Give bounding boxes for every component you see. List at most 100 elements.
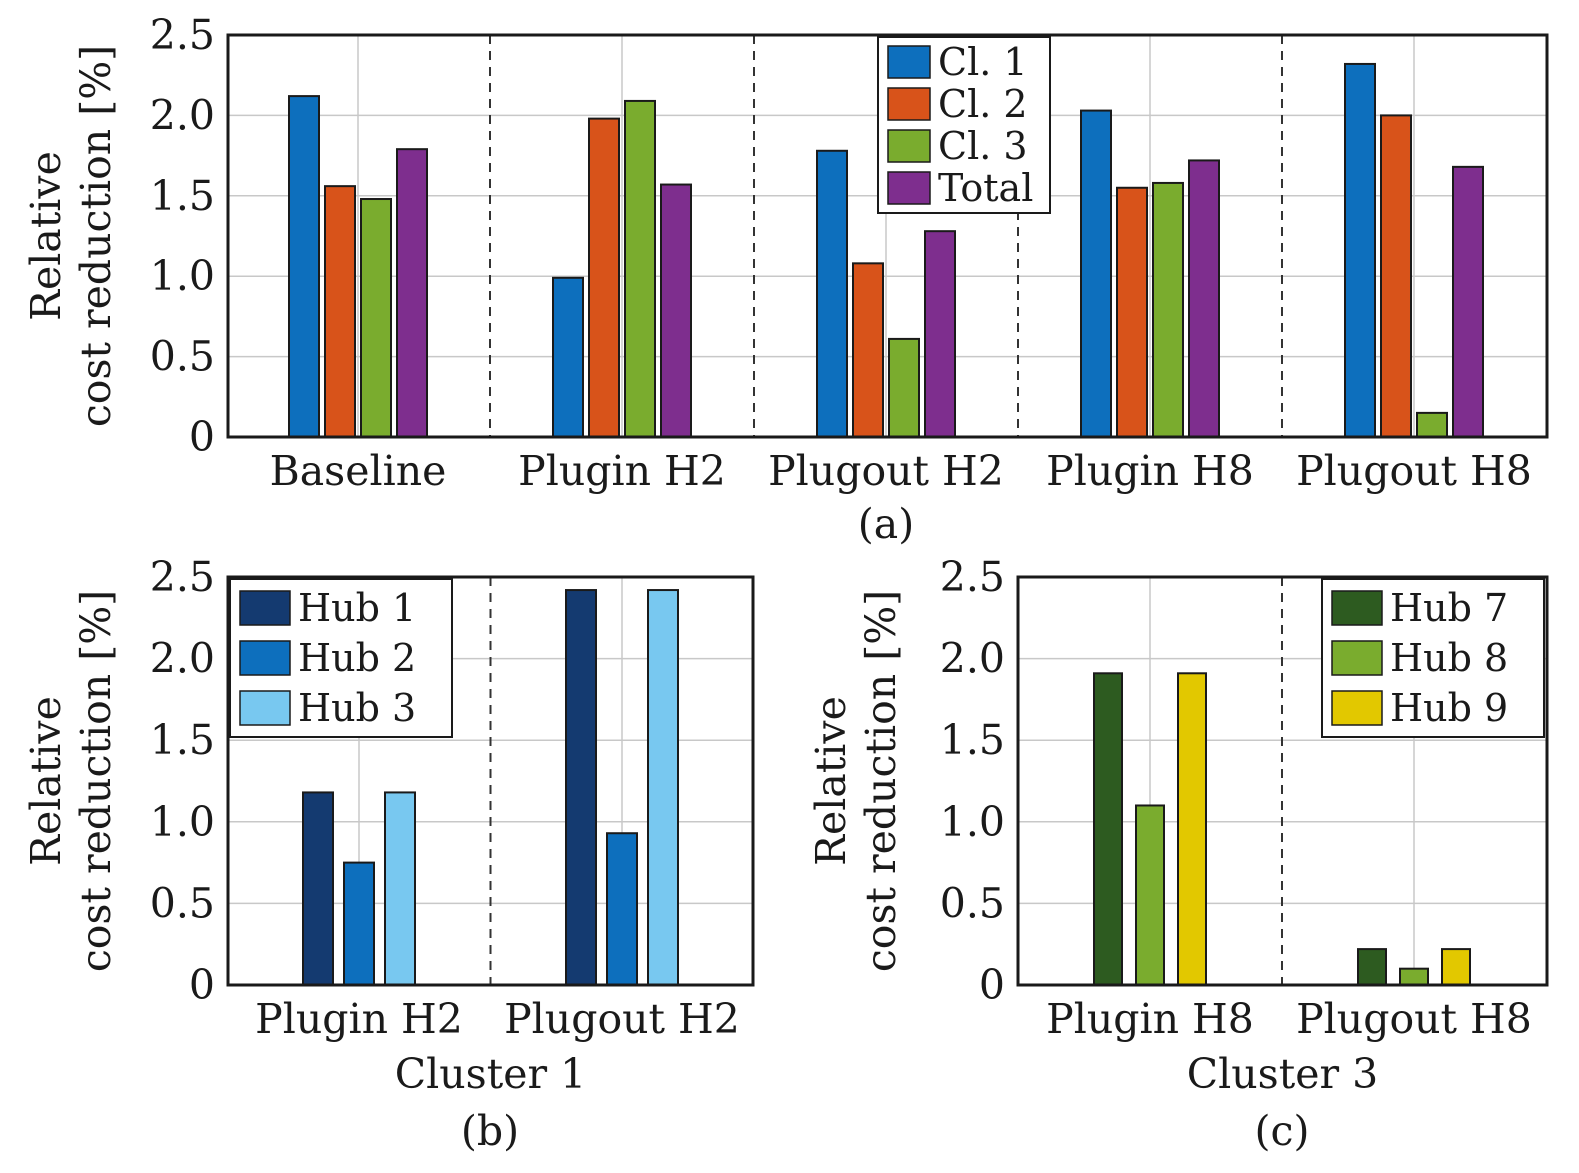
bar [1152,181,1184,438]
x-category-label: Plugout H2 [768,447,1004,495]
x-category-label: Plugin H2 [255,995,463,1043]
y-tick-label: 0.5 [150,879,215,927]
legend-label: Cl. 3 [938,124,1028,168]
legend-swatch [239,640,291,676]
legend-swatch [239,590,291,626]
legend-label: Total [938,166,1033,210]
panel-caption: (b) [461,1107,519,1155]
bar [384,791,416,987]
y-tick-label: 2.5 [150,11,215,59]
y-tick-label: 2.5 [940,553,1005,601]
bar [1380,114,1412,439]
x-category-label: Baseline [270,447,447,495]
y-axis-label: Relative [807,696,855,866]
bar [816,149,848,438]
y-tick-label: 2.5 [150,553,215,601]
legend: Hub 7 Hub 8 Hub 9 [1321,578,1545,738]
x-category-label: Plugout H8 [1296,447,1532,495]
bar [1344,62,1376,438]
y-tick-label: 1.0 [940,798,1005,846]
y-axis-label: cost reduction [%] [857,590,905,972]
bar [565,589,597,987]
bar [1177,672,1207,987]
bar [324,185,356,438]
y-tick-label: 1.0 [150,798,215,846]
plot-frame [1016,575,1549,987]
x-category-label: Plugout H2 [504,995,740,1043]
legend-label: Cl. 2 [938,82,1028,126]
y-axis-label: Relative [22,696,70,866]
legend-swatch [1331,640,1383,676]
y-tick-label: 1.5 [150,716,215,764]
bar [1452,165,1484,439]
legend-label: Hub 8 [1390,636,1508,680]
bar [1357,948,1387,987]
bar [1080,109,1112,439]
bar [302,791,334,987]
y-tick-label: 2.0 [150,635,215,683]
legend-label: Cl. 1 [938,40,1028,84]
y-tick-label: 0.5 [940,879,1005,927]
y-axis-label: cost reduction [%] [72,590,120,972]
bar [1399,967,1429,986]
y-tick-label: 0 [189,413,215,461]
bar [647,589,679,987]
y-tick-label: 1.0 [150,252,215,300]
bar [1441,948,1471,987]
bar [660,183,692,438]
bar [606,832,638,986]
y-tick-label: 2.0 [940,635,1005,683]
bar [588,117,620,438]
bar [1416,411,1448,439]
y-axis-label: cost reduction [%] [72,45,120,427]
bar [360,198,392,438]
bar [624,99,656,438]
legend-swatch [1331,690,1383,726]
y-tick-label: 2.0 [150,91,215,139]
legend-label: Hub 9 [1390,686,1508,730]
x-axis-label: Cluster 3 [1187,1050,1378,1098]
bar [1188,159,1220,438]
legend-swatch [887,129,931,163]
bar [1116,186,1148,438]
panel-caption: (c) [1255,1107,1310,1155]
legend-label: Hub 1 [298,586,416,630]
y-tick-label: 0 [189,961,215,1009]
y-tick-label: 0 [979,961,1005,1009]
plot-frame [226,33,1549,439]
x-axis-label: Cluster 1 [395,1050,586,1098]
plot-frame [226,575,755,987]
panel-caption: (a) [858,500,914,548]
bar [343,861,375,986]
legend-label: Hub 7 [1390,586,1508,630]
bar [852,262,884,438]
bar [888,337,920,438]
chart-panel-0: 0 0.5 1.0 1.5 2.0 2.5 Relative cost reduction [… [22,11,1549,548]
x-category-label: Plugin H8 [1046,447,1254,495]
y-axis-label: Relative [22,151,70,321]
x-category-label: Plugout H8 [1296,995,1532,1043]
legend-label: Hub 3 [298,686,416,730]
bar [396,148,428,438]
bar [552,276,584,439]
legend-swatch [1331,590,1383,626]
bar [1093,672,1123,987]
legend: Hub 1 Hub 2 Hub 3 [229,578,453,738]
y-tick-label: 1.5 [150,172,215,220]
bar [924,230,956,438]
legend-label: Hub 2 [298,636,416,680]
y-tick-label: 1.5 [940,716,1005,764]
bar [288,95,320,438]
chart-panel-1: 0 0.5 1.0 1.5 2.0 2.5 Relative cost reduction [… [22,553,755,1155]
legend-swatch [887,45,931,79]
bar [1135,804,1165,986]
legend-swatch [239,690,291,726]
legend-swatch [887,87,931,121]
x-category-label: Plugin H2 [518,447,726,495]
x-category-label: Plugin H8 [1046,995,1254,1043]
legend-swatch [887,171,931,205]
y-tick-label: 0.5 [150,333,215,381]
chart-panel-2: 0 0.5 1.0 1.5 2.0 2.5 Relative cost reduction [… [807,553,1549,1155]
